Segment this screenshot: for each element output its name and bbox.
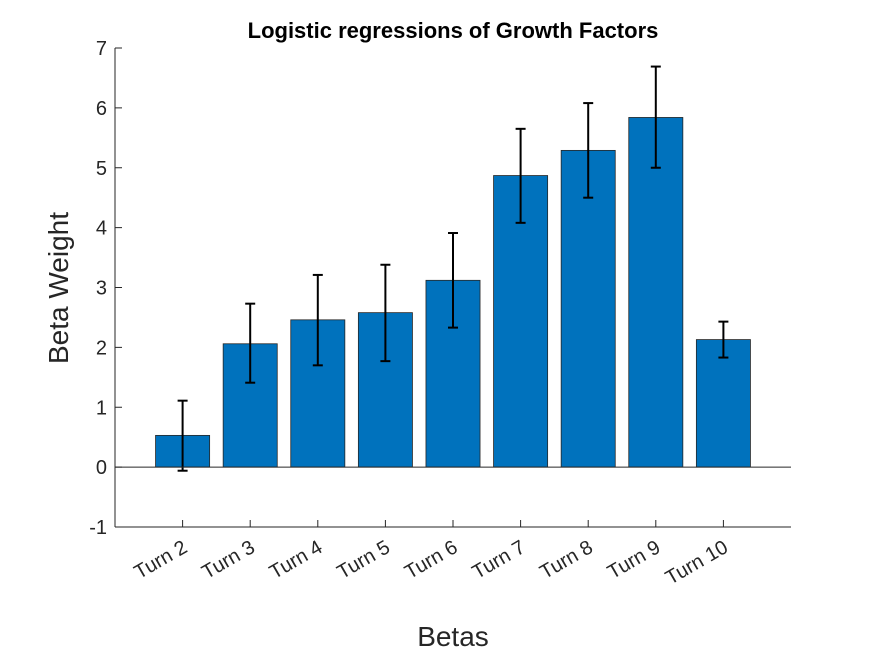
bar-8	[628, 117, 684, 468]
x-tick-label: Turn 3	[198, 536, 258, 584]
y-tick-label: 4	[96, 218, 107, 240]
y-tick-label: -1	[89, 517, 107, 539]
error-bars	[177, 65, 729, 472]
x-tick-label: Turn 7	[469, 536, 529, 584]
error-bar-1	[177, 399, 188, 472]
y-tick-label: 5	[96, 158, 107, 180]
x-axis-label: Betas	[417, 621, 489, 652]
bar-9	[695, 339, 751, 468]
error-bar-3	[312, 273, 323, 367]
error-bar-2	[245, 302, 256, 384]
x-tick-label: Turn 4	[266, 536, 326, 584]
y-tick-label: 0	[96, 457, 107, 479]
chart-title: Logistic regressions of Growth Factors	[248, 18, 659, 43]
error-bar-7	[583, 102, 594, 199]
y-tick-label: 6	[96, 98, 107, 120]
x-tick-label: Turn 5	[333, 536, 393, 584]
y-ticks: -1 0 1 2 3 4 5 6 7	[89, 38, 122, 539]
y-tick-label: 2	[96, 337, 107, 359]
bar-6	[493, 175, 549, 468]
error-bar-4	[380, 263, 391, 363]
error-bar-8	[650, 65, 661, 169]
x-ticks: Turn 2 Turn 3 Turn 4 Turn 5 Turn 6 Turn 7 Turn…	[131, 520, 732, 589]
x-tick-label: Turn 9	[604, 536, 664, 584]
error-bar-6	[515, 127, 526, 224]
x-tick-label: Turn 8	[536, 536, 596, 584]
y-axis-label: Beta Weight	[43, 212, 74, 364]
x-tick-label: Turn 6	[401, 536, 461, 584]
x-tick-label: Turn 10	[662, 536, 732, 589]
y-tick-label: 1	[96, 397, 107, 419]
error-bar-5	[448, 232, 458, 329]
y-tick-label: 7	[96, 38, 107, 60]
error-bar-9	[718, 320, 729, 359]
y-tick-label: 3	[96, 278, 107, 300]
bars	[155, 117, 751, 468]
x-tick-label: Turn 2	[131, 536, 191, 584]
